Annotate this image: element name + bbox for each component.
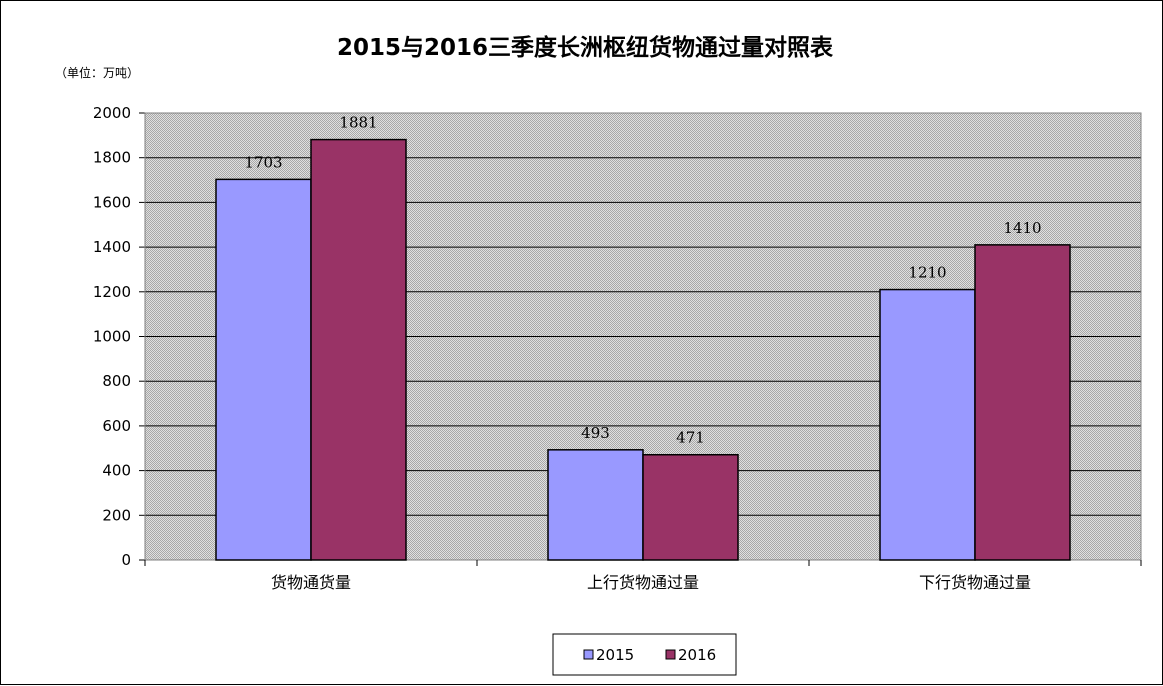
y-tick-label: 800: [102, 372, 131, 390]
plot-area: 0 200 400 600 800 1000 1200 1400 1600 1800 2000 170…: [93, 104, 1142, 592]
y-tick-label: 600: [102, 417, 131, 435]
bar-2016-2: [642, 453, 739, 561]
y-tick-label: 1000: [93, 328, 131, 346]
bar-2015-1: [215, 178, 312, 561]
bar-2015-2: [547, 449, 644, 561]
y-tick-label: 0: [121, 551, 131, 569]
x-category-label: 上行货物通过量: [587, 573, 699, 592]
y-tick-label: 1200: [93, 283, 131, 301]
y-tick-label: 200: [102, 506, 131, 524]
legend-swatch-2016: [665, 649, 676, 660]
y-tick-label: 2000: [93, 104, 131, 122]
y-tick-label: 1400: [93, 238, 131, 256]
unit-note: （单位：万吨）: [55, 65, 139, 80]
legend-label-2016: 2016: [678, 646, 716, 664]
legend: 2015 2016: [552, 633, 737, 676]
bar-2015-3: [879, 288, 976, 561]
x-category-label: 下行货物通过量: [919, 573, 1031, 592]
bar-2016-3: [974, 244, 1071, 561]
data-label: 1410: [1003, 219, 1041, 237]
legend-swatch-2015: [583, 649, 594, 660]
data-label: 1210: [908, 264, 946, 282]
x-category-label: 货物通货量: [271, 573, 351, 592]
data-label: 1881: [339, 114, 377, 132]
y-tick-label: 400: [102, 462, 131, 480]
bar-2016-1: [310, 138, 407, 561]
y-tick-label: 1800: [93, 149, 131, 167]
data-label: 493: [581, 424, 610, 442]
legend-label-2015: 2015: [596, 646, 634, 664]
chart-title: 2015与2016三季度长洲枢纽货物通过量对照表: [337, 34, 834, 61]
data-label: 1703: [244, 153, 282, 171]
data-label: 471: [676, 429, 705, 447]
y-tick-label: 1600: [93, 193, 131, 211]
